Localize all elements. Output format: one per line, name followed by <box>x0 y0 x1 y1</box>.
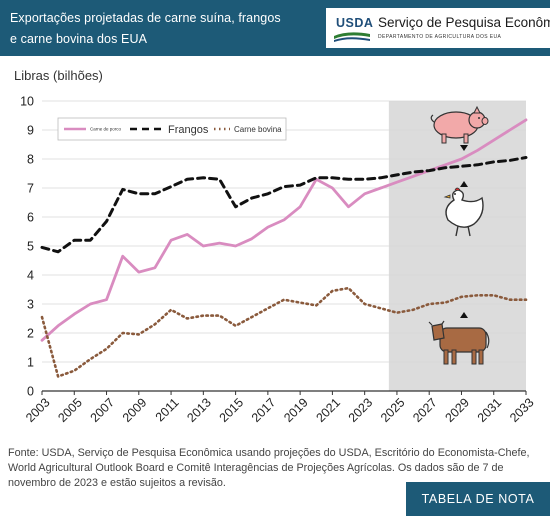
pig-icon <box>430 105 489 144</box>
cow-icon <box>428 320 490 365</box>
x-tick-label: 2013 <box>184 395 214 425</box>
y-tick-label: 0 <box>27 385 34 399</box>
x-tick-label: 2007 <box>88 395 118 425</box>
x-tick-labels: 2003 2005 2007 2009 2011 2013 2015 2017 2019 2021… <box>23 391 537 425</box>
x-tick-label: 2033 <box>507 395 537 425</box>
x-tick-label: 2019 <box>281 395 311 425</box>
legend-box <box>57 117 287 141</box>
y-tick-label: 5 <box>27 240 34 254</box>
page-title-line-1: Exportações projetadas de carne suína, f… <box>10 11 281 25</box>
x-tick-label: 2003 <box>23 395 53 425</box>
series-line-frangos <box>40 156 528 254</box>
chicken-pointer-icon <box>460 181 468 187</box>
y-tick-label: 3 <box>27 298 34 312</box>
usda-logo: USDA <box>332 12 374 44</box>
x-tick-label: 2031 <box>475 395 505 425</box>
series-line-carne-de-porco <box>40 118 528 342</box>
y-tick-label: 2 <box>27 327 34 341</box>
x-tick-label: 2011 <box>153 395 182 424</box>
x-tick-label: 2009 <box>120 395 150 425</box>
x-tick-label: 2021 <box>313 395 343 425</box>
usda-logo-card: USDA Serviço de Pesquisa Econômica DEPAR… <box>326 8 550 48</box>
chicken-icon <box>443 187 484 237</box>
y-axis-label: Libras (bilhões) <box>14 68 103 83</box>
series-line-carne-bovina <box>40 286 528 378</box>
x-tick-label: 2029 <box>443 395 473 425</box>
x-tick-label: 2025 <box>378 395 408 425</box>
y-tick-label: 1 <box>27 356 34 370</box>
y-tick-label: 8 <box>27 153 34 167</box>
header-bar: Exportações projetadas de carne suína, f… <box>0 0 550 56</box>
cow-pointer-icon <box>460 312 468 318</box>
note-table-button[interactable]: TABELA DE NOTA <box>406 482 550 516</box>
x-tick-label: 2027 <box>410 395 440 425</box>
department-name: DEPARTAMENTO DE AGRICULTURA DOS EUA <box>378 34 502 40</box>
legend-label: Carne bovina <box>234 125 282 134</box>
y-tick-label: 10 <box>20 95 34 109</box>
legend-label: Frangos <box>168 124 209 136</box>
y-tick-labels: 0 1 2 3 4 5 6 7 8 9 10 <box>20 95 34 399</box>
pig-pointer-icon <box>460 145 468 151</box>
y-tick-label: 4 <box>27 269 34 283</box>
x-tick-label: 2017 <box>249 395 279 425</box>
y-tick-label: 6 <box>27 211 34 225</box>
page-title-line-2: e carne bovina dos EUA <box>10 32 148 46</box>
usda-field-icon <box>334 32 370 42</box>
x-tick-label: 2005 <box>55 395 85 425</box>
legend: Carne de porco Frangos Carne bovina <box>57 117 287 141</box>
x-tick-label: 2015 <box>217 395 247 425</box>
source-note: Fonte: USDA, Serviço de Pesquisa Econômi… <box>8 447 530 489</box>
legend-label: Carne de porco <box>90 127 122 132</box>
y-tick-label: 9 <box>27 124 34 138</box>
y-tick-label: 7 <box>27 182 34 196</box>
x-tick-label: 2023 <box>346 395 376 425</box>
agency-name: Serviço de Pesquisa Econômica <box>378 15 550 30</box>
series-lines <box>40 118 528 378</box>
usda-wordmark: USDA <box>336 16 374 30</box>
